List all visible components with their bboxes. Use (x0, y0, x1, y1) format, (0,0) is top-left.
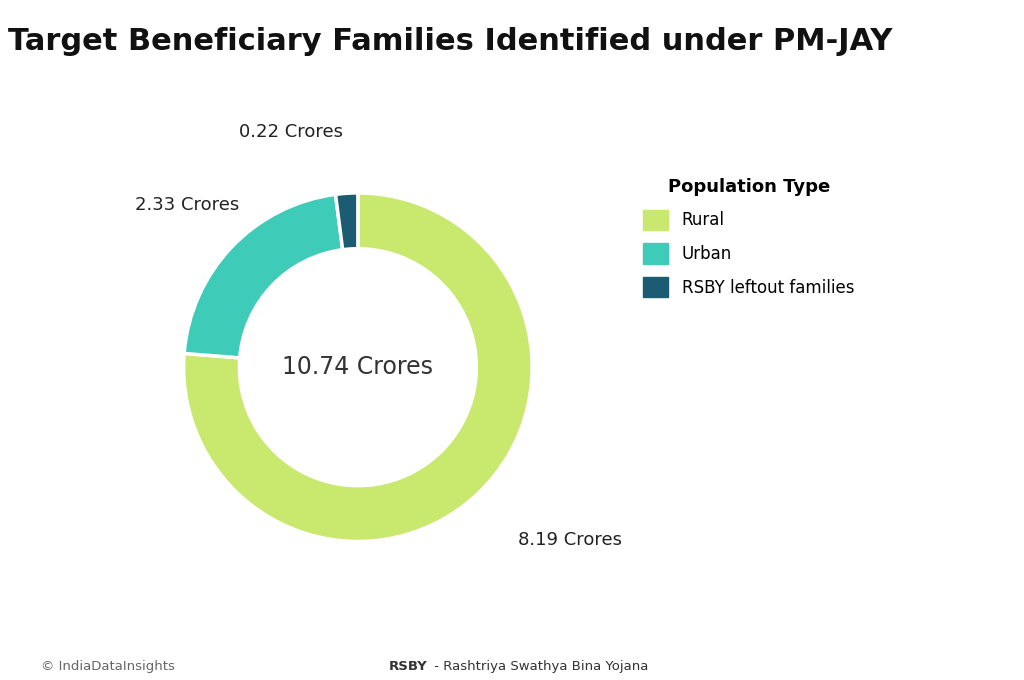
Wedge shape (183, 193, 532, 541)
Text: © IndiaDataInsights: © IndiaDataInsights (41, 660, 175, 673)
Text: 0.22 Crores: 0.22 Crores (239, 124, 343, 141)
Wedge shape (184, 194, 343, 358)
Text: RSBY: RSBY (389, 660, 428, 673)
Legend: Rural, Urban, RSBY leftout families: Rural, Urban, RSBY leftout families (643, 178, 854, 297)
Wedge shape (336, 193, 357, 250)
Text: 2.33 Crores: 2.33 Crores (135, 196, 240, 214)
Text: Target Beneficiary Families Identified under PM-JAY: Target Beneficiary Families Identified u… (8, 27, 893, 56)
Text: 8.19 Crores: 8.19 Crores (517, 531, 622, 549)
Text: 10.74 Crores: 10.74 Crores (283, 355, 433, 379)
Text: - Rashtriya Swathya Bina Yojana: - Rashtriya Swathya Bina Yojana (430, 660, 648, 673)
